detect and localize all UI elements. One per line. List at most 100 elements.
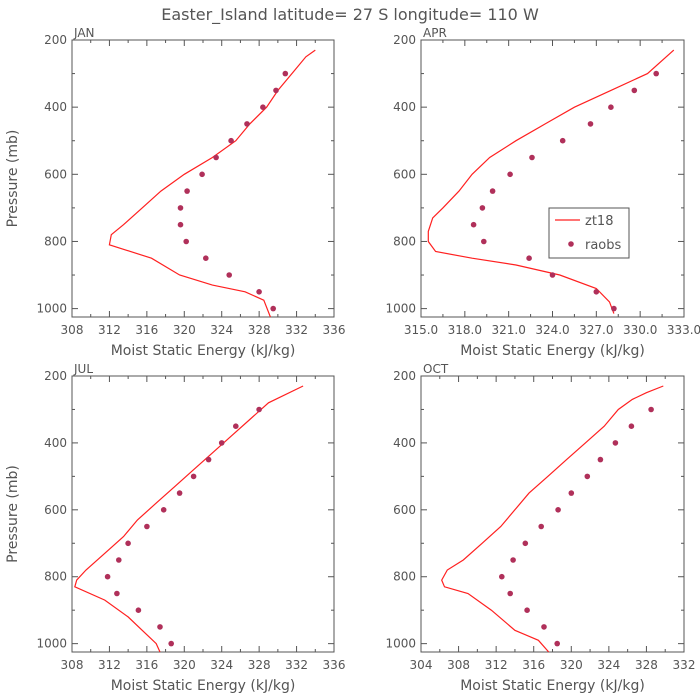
panel-title-apr: APR	[423, 26, 447, 40]
y-axis-label-jul: Pressure (mb)	[5, 465, 21, 563]
x-tick-label-jul: 328	[248, 658, 271, 672]
data-point-raobs-jul	[104, 573, 111, 580]
x-tick-label-apr: 327.0	[579, 323, 613, 337]
plot-frame-oct	[420, 375, 685, 653]
data-point-raobs-oct	[554, 640, 560, 647]
legend-box	[548, 207, 630, 259]
y-tick-label-jul: 400	[44, 436, 67, 450]
data-point-raobs-jul	[114, 590, 120, 597]
data-point-raobs-apr	[470, 221, 477, 228]
data-point-raobs-jan	[199, 171, 205, 178]
x-tick-label-oct: 312	[485, 658, 508, 672]
panels-group: JAN 308 312 316 320 324 328 332 336 200 400 600 800 1…	[5, 26, 700, 694]
data-point-raobs-jul	[168, 640, 174, 647]
plot-frame-jan	[71, 39, 335, 318]
x-tick-label-jul: 308	[61, 658, 84, 672]
x-tick-label-jul: 324	[210, 658, 233, 672]
x-tick-label-apr: 324.0	[535, 323, 569, 337]
data-point-raobs-oct	[499, 573, 505, 580]
data-point-raobs-jan	[177, 205, 184, 211]
x-axis-label-oct: Moist Static Energy (kJ/kg)	[460, 678, 645, 694]
figure-title: Easter_Island latitude= 27 S longitude= …	[161, 5, 539, 25]
data-point-raobs-jan	[244, 121, 250, 127]
data-point-raobs-jan	[203, 255, 209, 261]
x-tick-label-apr: 330.0	[623, 323, 657, 337]
data-point-raobs-jan	[256, 289, 262, 295]
x-tick-label-oct: 316	[522, 658, 545, 672]
y-tick-label-oct: 800	[393, 570, 416, 584]
data-point-raobs-jan	[228, 137, 234, 144]
y-tick-label-jan: 600	[44, 167, 67, 181]
data-point-raobs-apr	[479, 205, 486, 211]
data-point-raobs-jul	[190, 473, 197, 480]
series-line-zt18-jul	[74, 385, 304, 653]
x-axis-label-apr: Moist Static Energy (kJ/kg)	[460, 343, 645, 359]
x-tick-label-jan: 308	[61, 323, 84, 337]
x-tick-label-jan: 328	[248, 323, 271, 337]
data-point-raobs-oct	[648, 406, 654, 413]
data-point-raobs-oct	[597, 456, 604, 463]
x-tick-label-apr: 333.0	[667, 323, 700, 337]
y-tick-label-jul: 200	[44, 369, 67, 383]
x-tick-label-oct: 308	[447, 658, 470, 672]
y-tick-label-apr: 600	[393, 167, 416, 181]
data-point-raobs-jan	[273, 87, 279, 94]
y-tick-label-apr: 400	[393, 100, 416, 114]
x-tick-label-apr: 315.0	[404, 323, 438, 337]
x-tick-label-jan: 316	[135, 323, 158, 337]
legend-label-obs: raobs	[585, 238, 622, 253]
y-tick-label-apr: 800	[393, 234, 416, 248]
data-point-raobs-oct	[568, 490, 575, 496]
panel-jan: JAN 308 312 316 320 324 328 332 336 200 400 600 800 1…	[5, 26, 345, 359]
y-tick-label-oct: 200	[393, 369, 416, 383]
data-point-raobs-jul	[233, 423, 239, 430]
panel-jul: JUL 308 312 316 320 324 328 332 336 200 400 600 800 1…	[5, 362, 345, 694]
y-tick-label-jan: 200	[44, 33, 67, 47]
data-point-raobs-jan	[282, 70, 289, 77]
x-tick-label-jan: 336	[323, 323, 346, 337]
x-tick-label-jan: 320	[173, 323, 196, 337]
plot-frame-jul	[71, 375, 335, 653]
x-tick-label-oct: 328	[635, 658, 658, 672]
y-tick-label-jul: 800	[44, 570, 67, 584]
x-tick-label-jul: 320	[173, 658, 196, 672]
data-point-raobs-jul	[116, 557, 122, 563]
y-axis-label-jan: Pressure (mb)	[5, 130, 21, 228]
x-tick-label-oct: 332	[673, 658, 696, 672]
data-point-raobs-apr	[611, 305, 617, 312]
data-point-raobs-apr	[653, 70, 659, 77]
data-point-raobs-jul	[205, 456, 212, 463]
data-point-raobs-apr	[631, 87, 638, 94]
x-tick-label-oct: 324	[597, 658, 620, 672]
x-axis-label-jan: Moist Static Energy (kJ/kg)	[111, 343, 296, 359]
data-point-raobs-oct	[541, 624, 547, 630]
x-axis-label-jul: Moist Static Energy (kJ/kg)	[111, 678, 296, 694]
y-tick-label-apr: 200	[393, 33, 416, 47]
x-tick-label-jan: 312	[98, 323, 121, 337]
y-tick-label-jul: 600	[44, 503, 67, 517]
series-line-zt18-jan	[108, 49, 316, 318]
panel-oct: OCT 304 308 312 316 320 324 328 332 200 400 600 800 1…	[385, 362, 695, 694]
panel-title-jul: JUL	[73, 362, 93, 376]
y-tick-label-jan: 800	[44, 234, 67, 248]
data-point-raobs-oct	[612, 440, 619, 446]
x-tick-label-apr: 318.0	[448, 323, 482, 337]
legend-marker-swatch	[568, 241, 574, 247]
panel-title-oct: OCT	[423, 362, 449, 376]
data-point-raobs-apr	[559, 137, 566, 144]
data-point-raobs-oct	[507, 590, 513, 597]
data-point-raobs-apr	[489, 188, 496, 194]
y-tick-label-oct: 400	[393, 436, 416, 450]
data-point-raobs-jan	[184, 188, 190, 194]
data-point-raobs-oct	[538, 523, 544, 530]
data-point-raobs-jul	[144, 523, 150, 530]
data-point-raobs-jul	[218, 440, 225, 446]
data-point-raobs-oct	[524, 607, 530, 613]
data-point-raobs-jan	[213, 154, 219, 161]
data-point-raobs-apr	[529, 154, 535, 161]
data-point-raobs-jan	[177, 221, 184, 228]
data-point-raobs-apr	[549, 272, 556, 278]
data-point-raobs-jul	[157, 624, 163, 630]
y-tick-label-jan: 1000	[36, 302, 67, 316]
